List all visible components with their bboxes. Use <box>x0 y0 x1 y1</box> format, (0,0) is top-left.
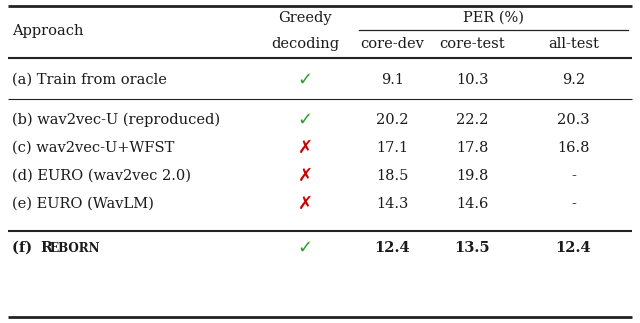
Text: ✗: ✗ <box>298 195 312 213</box>
Text: 14.3: 14.3 <box>376 197 409 211</box>
Text: 12.4: 12.4 <box>374 241 410 255</box>
Text: 9.2: 9.2 <box>562 73 585 87</box>
Text: 9.1: 9.1 <box>381 73 404 87</box>
Text: ✓: ✓ <box>298 239 312 257</box>
Text: -: - <box>571 197 576 211</box>
Text: EBORN: EBORN <box>49 243 100 255</box>
Text: core-dev: core-dev <box>360 37 424 51</box>
Text: 17.8: 17.8 <box>456 141 489 155</box>
Text: (a) Train from oracle: (a) Train from oracle <box>12 73 167 87</box>
Text: 20.3: 20.3 <box>557 113 590 127</box>
Text: 20.2: 20.2 <box>376 113 409 127</box>
Text: (e) EURO (WavLM): (e) EURO (WavLM) <box>12 197 154 211</box>
Text: core-test: core-test <box>440 37 506 51</box>
Text: Greedy: Greedy <box>278 11 332 25</box>
Text: ✗: ✗ <box>298 139 312 157</box>
Text: -: - <box>571 169 576 183</box>
Text: 14.6: 14.6 <box>456 197 489 211</box>
Text: 16.8: 16.8 <box>557 141 589 155</box>
Text: 13.5: 13.5 <box>454 241 490 255</box>
Text: (c) wav2vec-U+WFST: (c) wav2vec-U+WFST <box>12 141 174 155</box>
Text: 10.3: 10.3 <box>456 73 489 87</box>
Text: 12.4: 12.4 <box>556 241 591 255</box>
Text: 18.5: 18.5 <box>376 169 409 183</box>
Text: 17.1: 17.1 <box>376 141 408 155</box>
Text: Approach: Approach <box>12 24 83 38</box>
Text: 22.2: 22.2 <box>456 113 489 127</box>
Text: 19.8: 19.8 <box>456 169 489 183</box>
Text: all-test: all-test <box>548 37 599 51</box>
Text: (b) wav2vec-U (reproduced): (b) wav2vec-U (reproduced) <box>12 113 220 127</box>
Text: R: R <box>40 241 52 255</box>
Text: (d) EURO (wav2vec 2.0): (d) EURO (wav2vec 2.0) <box>12 169 191 183</box>
Text: PER (%): PER (%) <box>463 11 524 25</box>
Text: decoding: decoding <box>271 37 339 51</box>
Text: ✗: ✗ <box>298 167 312 185</box>
Text: (f): (f) <box>12 241 37 255</box>
Text: ✓: ✓ <box>298 111 312 129</box>
Text: ✓: ✓ <box>298 71 312 89</box>
